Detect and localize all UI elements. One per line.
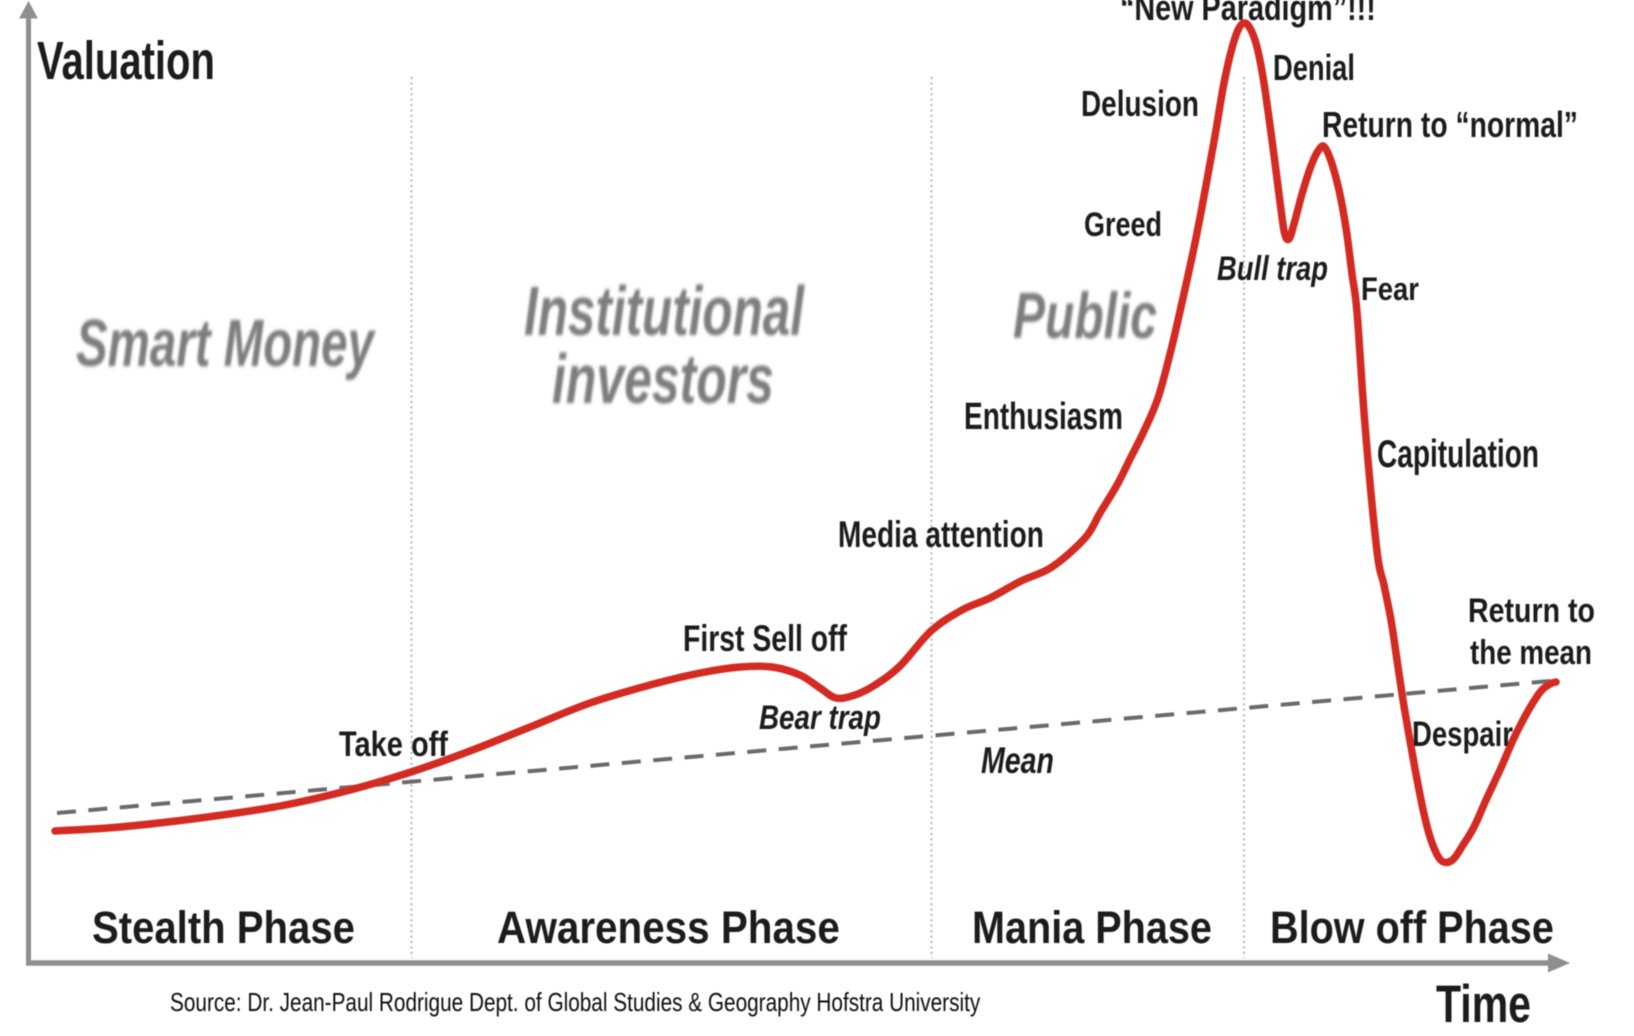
svg-text:Institutional: Institutional — [524, 271, 805, 350]
svg-text:Stealth Phase: Stealth Phase — [92, 903, 355, 954]
svg-text:the mean: the mean — [1470, 633, 1592, 671]
svg-text:Media attention: Media attention — [838, 513, 1044, 555]
svg-text:Smart Money: Smart Money — [76, 306, 376, 381]
svg-text:investors: investors — [552, 340, 774, 418]
svg-text:Fear: Fear — [1361, 272, 1419, 307]
svg-text:Despair: Despair — [1412, 715, 1513, 754]
svg-text:“New Paradigm”!!!: “New Paradigm”!!! — [1120, 0, 1376, 28]
svg-text:Bear trap: Bear trap — [759, 698, 881, 736]
svg-text:Public: Public — [1013, 280, 1157, 353]
svg-text:Mania Phase: Mania Phase — [972, 903, 1212, 953]
svg-text:Return to: Return to — [1468, 592, 1595, 630]
svg-text:Denial: Denial — [1273, 47, 1355, 88]
svg-text:Greed: Greed — [1084, 205, 1162, 244]
svg-text:Awareness Phase: Awareness Phase — [497, 903, 840, 954]
svg-text:Bull trap: Bull trap — [1217, 249, 1328, 288]
svg-text:Mean: Mean — [981, 741, 1054, 782]
svg-text:Take off: Take off — [339, 724, 448, 763]
svg-text:Time: Time — [1436, 975, 1531, 1034]
svg-text:Source: Dr. Jean-Paul Rodrigue: Source: Dr. Jean-Paul Rodrigue Dept. of … — [170, 988, 980, 1017]
svg-text:Delusion: Delusion — [1081, 84, 1199, 124]
svg-text:Capitulation: Capitulation — [1377, 433, 1539, 477]
svg-text:Enthusiasm: Enthusiasm — [964, 396, 1123, 438]
svg-text:Blow off Phase: Blow off Phase — [1270, 903, 1554, 953]
svg-text:Return to “normal”: Return to “normal” — [1322, 105, 1578, 145]
svg-text:First Sell off: First Sell off — [683, 617, 848, 659]
svg-text:Valuation: Valuation — [37, 31, 215, 91]
